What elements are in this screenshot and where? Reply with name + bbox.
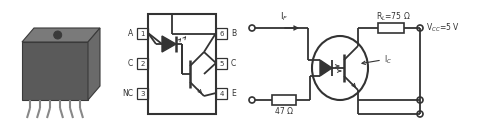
Bar	[137, 58, 148, 69]
Circle shape	[249, 97, 255, 103]
Circle shape	[54, 31, 62, 39]
Text: 3: 3	[140, 90, 145, 97]
Text: 6: 6	[219, 30, 224, 36]
Circle shape	[417, 97, 423, 103]
Circle shape	[417, 25, 423, 31]
Text: A: A	[128, 29, 133, 38]
Ellipse shape	[312, 36, 368, 100]
Text: R$_L$=75 Ω: R$_L$=75 Ω	[376, 11, 410, 23]
Text: 4: 4	[219, 90, 224, 97]
Text: B: B	[231, 29, 236, 38]
Text: 47 Ω: 47 Ω	[275, 106, 293, 115]
Polygon shape	[22, 28, 100, 42]
Polygon shape	[320, 60, 332, 76]
Text: 2: 2	[140, 61, 145, 67]
Text: C: C	[128, 59, 133, 68]
Text: I$_F$: I$_F$	[280, 11, 288, 23]
Bar	[137, 28, 148, 39]
Polygon shape	[162, 36, 176, 52]
Bar	[378, 23, 404, 33]
Text: 1: 1	[140, 30, 145, 36]
Bar	[137, 88, 148, 99]
Circle shape	[417, 111, 423, 117]
Text: I$_C$: I$_C$	[384, 54, 392, 66]
Bar	[216, 58, 227, 69]
Polygon shape	[88, 28, 100, 100]
Circle shape	[249, 25, 255, 31]
Bar	[216, 88, 227, 99]
Text: E: E	[231, 89, 236, 98]
Text: NC: NC	[122, 89, 133, 98]
Text: C: C	[231, 59, 236, 68]
Text: V$_{CC}$=5 V: V$_{CC}$=5 V	[426, 22, 460, 34]
Bar	[216, 28, 227, 39]
Bar	[148, 14, 216, 114]
Polygon shape	[22, 42, 88, 100]
Bar	[272, 95, 296, 105]
Text: 5: 5	[219, 61, 224, 67]
